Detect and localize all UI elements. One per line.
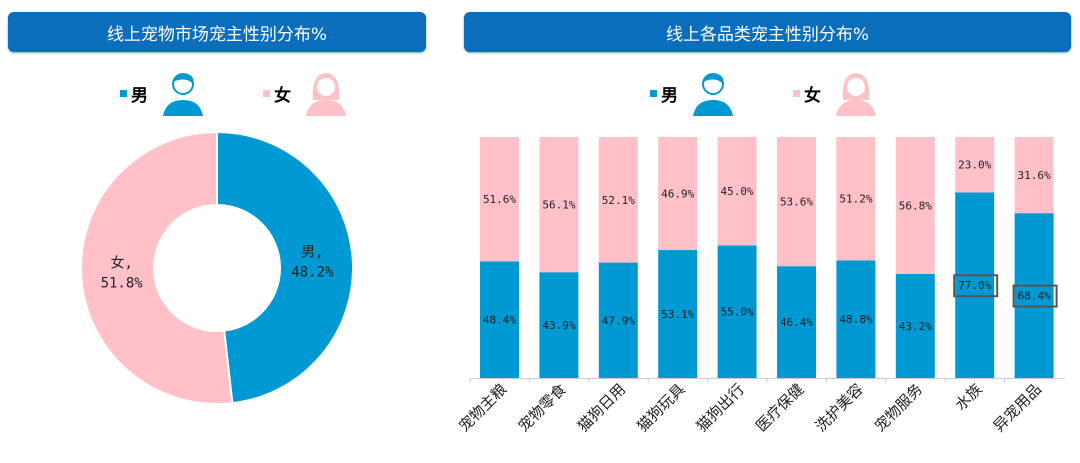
legend-male-label: 男 xyxy=(661,85,678,106)
x-tick-label: 水族 xyxy=(952,380,986,414)
male-swatch xyxy=(650,89,657,97)
x-tick-label: 宠物零食 xyxy=(515,380,570,435)
bar-female xyxy=(777,137,816,267)
donut-label-value: 51.8% xyxy=(101,276,144,292)
bar-male xyxy=(480,261,519,378)
highlight-box xyxy=(953,274,999,298)
legend-female-label: 女 xyxy=(804,85,821,106)
bar-data-label: 56.8% xyxy=(899,199,932,212)
bar-data-label: 47.9% xyxy=(602,314,635,327)
male-user-icon xyxy=(693,73,733,116)
donut-label-value: 48.2% xyxy=(291,264,334,280)
bar-data-label: 56.1% xyxy=(542,199,575,212)
bar-data-label: 48.4% xyxy=(483,314,516,327)
bar-male xyxy=(1014,213,1054,378)
female-swatch xyxy=(263,89,270,97)
bar-male xyxy=(955,192,995,378)
bar-data-label: 23.0% xyxy=(958,159,991,172)
female-swatch xyxy=(793,89,800,97)
donut-slice-female xyxy=(80,130,234,405)
female-user-icon xyxy=(306,73,346,116)
bar-female xyxy=(598,137,638,263)
x-tick-label: 医疗保健 xyxy=(752,380,807,435)
bar-female xyxy=(955,137,995,193)
bar-male xyxy=(658,250,698,378)
bar-data-label: 55.0% xyxy=(721,306,754,319)
male-swatch xyxy=(120,89,127,97)
x-tick-label: 宠物主粮 xyxy=(455,380,510,435)
bar-female xyxy=(480,137,519,262)
legend-male-label: 男 xyxy=(131,85,148,106)
bar-female xyxy=(717,137,757,246)
bar-male xyxy=(717,245,757,378)
bar-female xyxy=(836,137,876,261)
bar-data-label: 43.2% xyxy=(899,320,932,333)
bar-male xyxy=(895,273,935,378)
bar-data-label: 53.1% xyxy=(661,308,694,321)
bar-data-label: 53.6% xyxy=(780,196,813,209)
left-legend: 男 女 xyxy=(120,70,351,116)
x-tick-label: 猫狗玩具 xyxy=(633,380,688,435)
bar-data-label: 77.0% xyxy=(958,279,991,292)
bar-female xyxy=(658,137,698,251)
x-tick-label: 洗护美容 xyxy=(812,380,867,435)
bar-data-label: 68.4% xyxy=(1018,290,1051,303)
male-user-icon xyxy=(163,73,203,116)
legend-female-label: 女 xyxy=(274,85,291,106)
right-legend: 男 女 xyxy=(650,70,881,116)
female-user-icon xyxy=(836,73,876,116)
bar-female xyxy=(1014,137,1054,214)
bar-data-label: 43.9% xyxy=(542,319,575,332)
bar-data-label: 45.0% xyxy=(721,185,754,198)
bar-data-label: 48.8% xyxy=(839,313,872,326)
bar-female xyxy=(895,137,935,274)
left-title-banner: 线上宠物市场宠主性别分布% xyxy=(8,12,426,52)
right-title-banner: 线上各品类宠主性别分布% xyxy=(464,12,1071,52)
donut-label-name: 男, xyxy=(301,244,323,260)
bar-male xyxy=(777,266,816,378)
x-tick-label: 异宠用品 xyxy=(990,380,1045,435)
bar-data-label: 46.9% xyxy=(661,188,694,201)
bar-data-label: 31.6% xyxy=(1018,169,1051,182)
bar-data-label: 51.6% xyxy=(483,193,516,206)
bar-data-label: 46.4% xyxy=(780,316,813,329)
x-tick-label: 猫狗日用 xyxy=(574,380,629,435)
donut-label-name: 女, xyxy=(110,255,132,272)
donut-slice-male xyxy=(216,130,354,405)
x-tick-label: 猫狗出行 xyxy=(693,380,748,435)
bar-female xyxy=(539,137,579,273)
bar-male xyxy=(539,272,579,378)
bar-data-label: 51.2% xyxy=(839,193,872,206)
bar-male xyxy=(836,260,876,378)
x-tick-label: 宠物服务 xyxy=(871,380,926,435)
bar-data-label: 52.1% xyxy=(602,194,635,207)
highlight-box xyxy=(1012,284,1058,308)
bar-male xyxy=(598,262,638,378)
